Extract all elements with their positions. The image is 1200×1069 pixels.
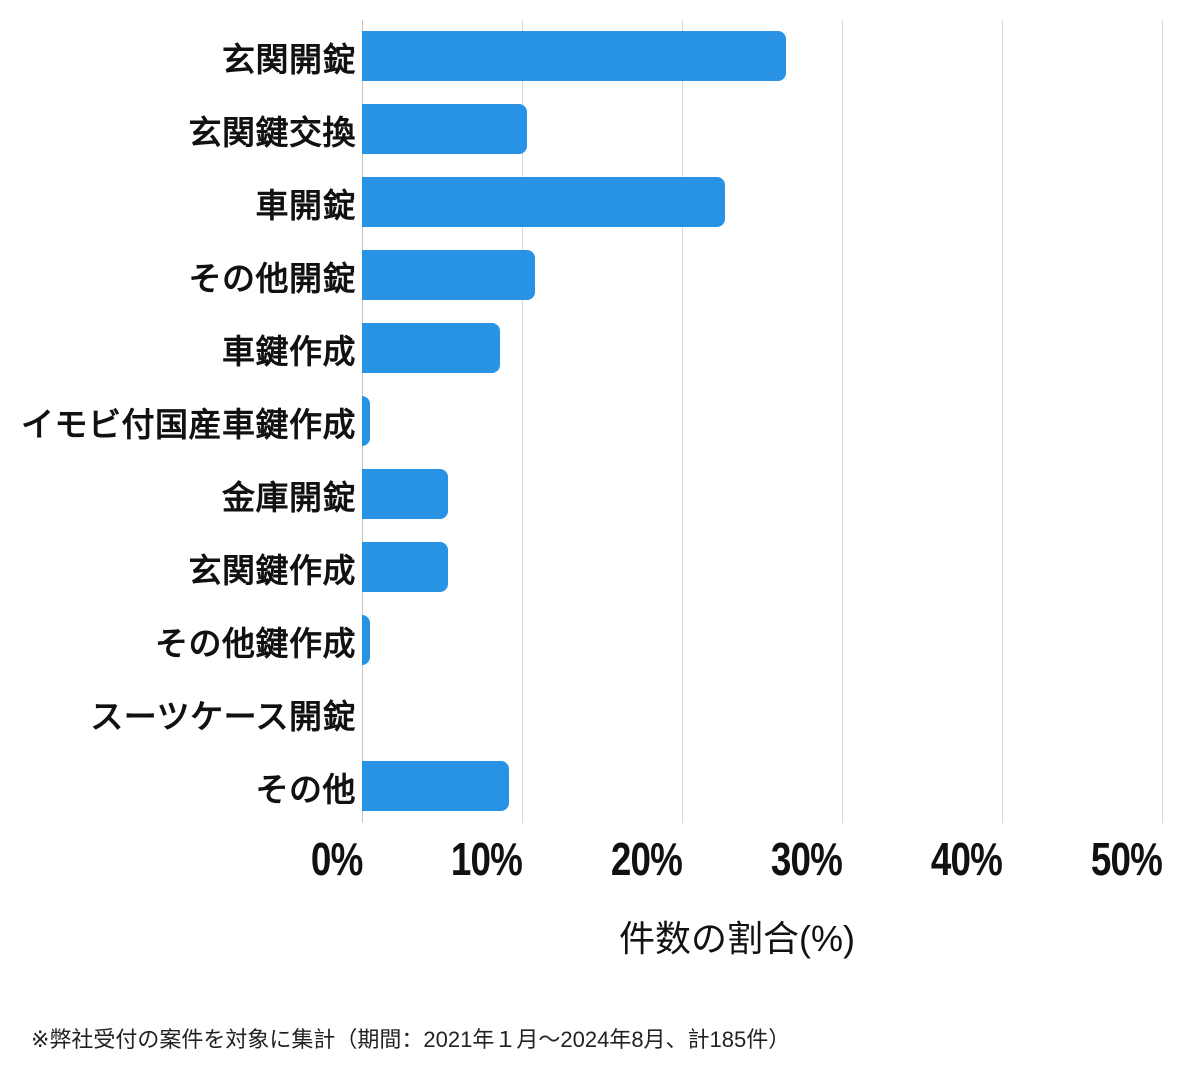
x-tick-label: 10% xyxy=(450,833,523,885)
x-tick-label: 0% xyxy=(310,833,362,885)
chart-row: 玄関鍵交換 xyxy=(0,93,1200,166)
chart-row: 玄関開錠 xyxy=(0,20,1200,93)
bar xyxy=(362,177,726,227)
category-label: スーツケース開錠 xyxy=(90,697,356,735)
chart-row: その他開錠 xyxy=(0,239,1200,312)
bar xyxy=(362,250,535,300)
category-label: イモビ付国産車鍵作成 xyxy=(21,405,356,443)
category-label: 玄関鍵作成 xyxy=(188,551,356,589)
rows-layer: 玄関開錠玄関鍵交換車開錠その他開錠車鍵作成イモビ付国産車鍵作成金庫開錠玄関鍵作成… xyxy=(0,20,1200,823)
bar xyxy=(362,615,370,665)
bar xyxy=(362,104,527,154)
bar xyxy=(362,542,449,592)
gridline xyxy=(1001,20,1003,823)
x-tick-label: 40% xyxy=(930,833,1003,885)
bar xyxy=(362,396,370,446)
chart-row: 玄関鍵作成 xyxy=(0,531,1200,604)
category-label: その他鍵作成 xyxy=(155,624,356,662)
bar xyxy=(362,323,500,373)
gridline xyxy=(1161,20,1163,823)
x-axis-ticks: 0% 10% 20% 30% 40% 50% xyxy=(0,836,1200,888)
x-tick-label: 50% xyxy=(1090,833,1163,885)
chart-row: 金庫開錠 xyxy=(0,458,1200,531)
category-label: その他開錠 xyxy=(188,259,356,297)
chart-row: スーツケース開錠 xyxy=(0,677,1200,750)
category-label: 車鍵作成 xyxy=(222,332,356,370)
chart-row: 車開錠 xyxy=(0,166,1200,239)
category-label: 金庫開錠 xyxy=(222,478,356,516)
bar xyxy=(362,761,510,811)
category-label: その他 xyxy=(255,770,356,808)
chart-row: その他鍵作成 xyxy=(0,604,1200,677)
bar xyxy=(362,31,786,81)
category-label: 玄関開錠 xyxy=(222,40,356,78)
bar xyxy=(362,469,449,519)
category-label: 玄関鍵交換 xyxy=(188,113,356,151)
gridline xyxy=(841,20,843,823)
chart-row: その他 xyxy=(0,750,1200,823)
x-tick-label: 30% xyxy=(770,833,843,885)
chart-row: 車鍵作成 xyxy=(0,312,1200,385)
footnote: ※弊社受付の案件を対象に集計（期間：2021年１月～2024年8月、計185件） xyxy=(31,1027,791,1052)
x-axis-title: 件数の割合(%) xyxy=(619,918,855,959)
gridline xyxy=(521,20,523,823)
x-tick-label: 20% xyxy=(610,833,683,885)
category-label: 車開錠 xyxy=(255,186,356,224)
gridline xyxy=(681,20,683,823)
chart-row: イモビ付国産車鍵作成 xyxy=(0,385,1200,458)
